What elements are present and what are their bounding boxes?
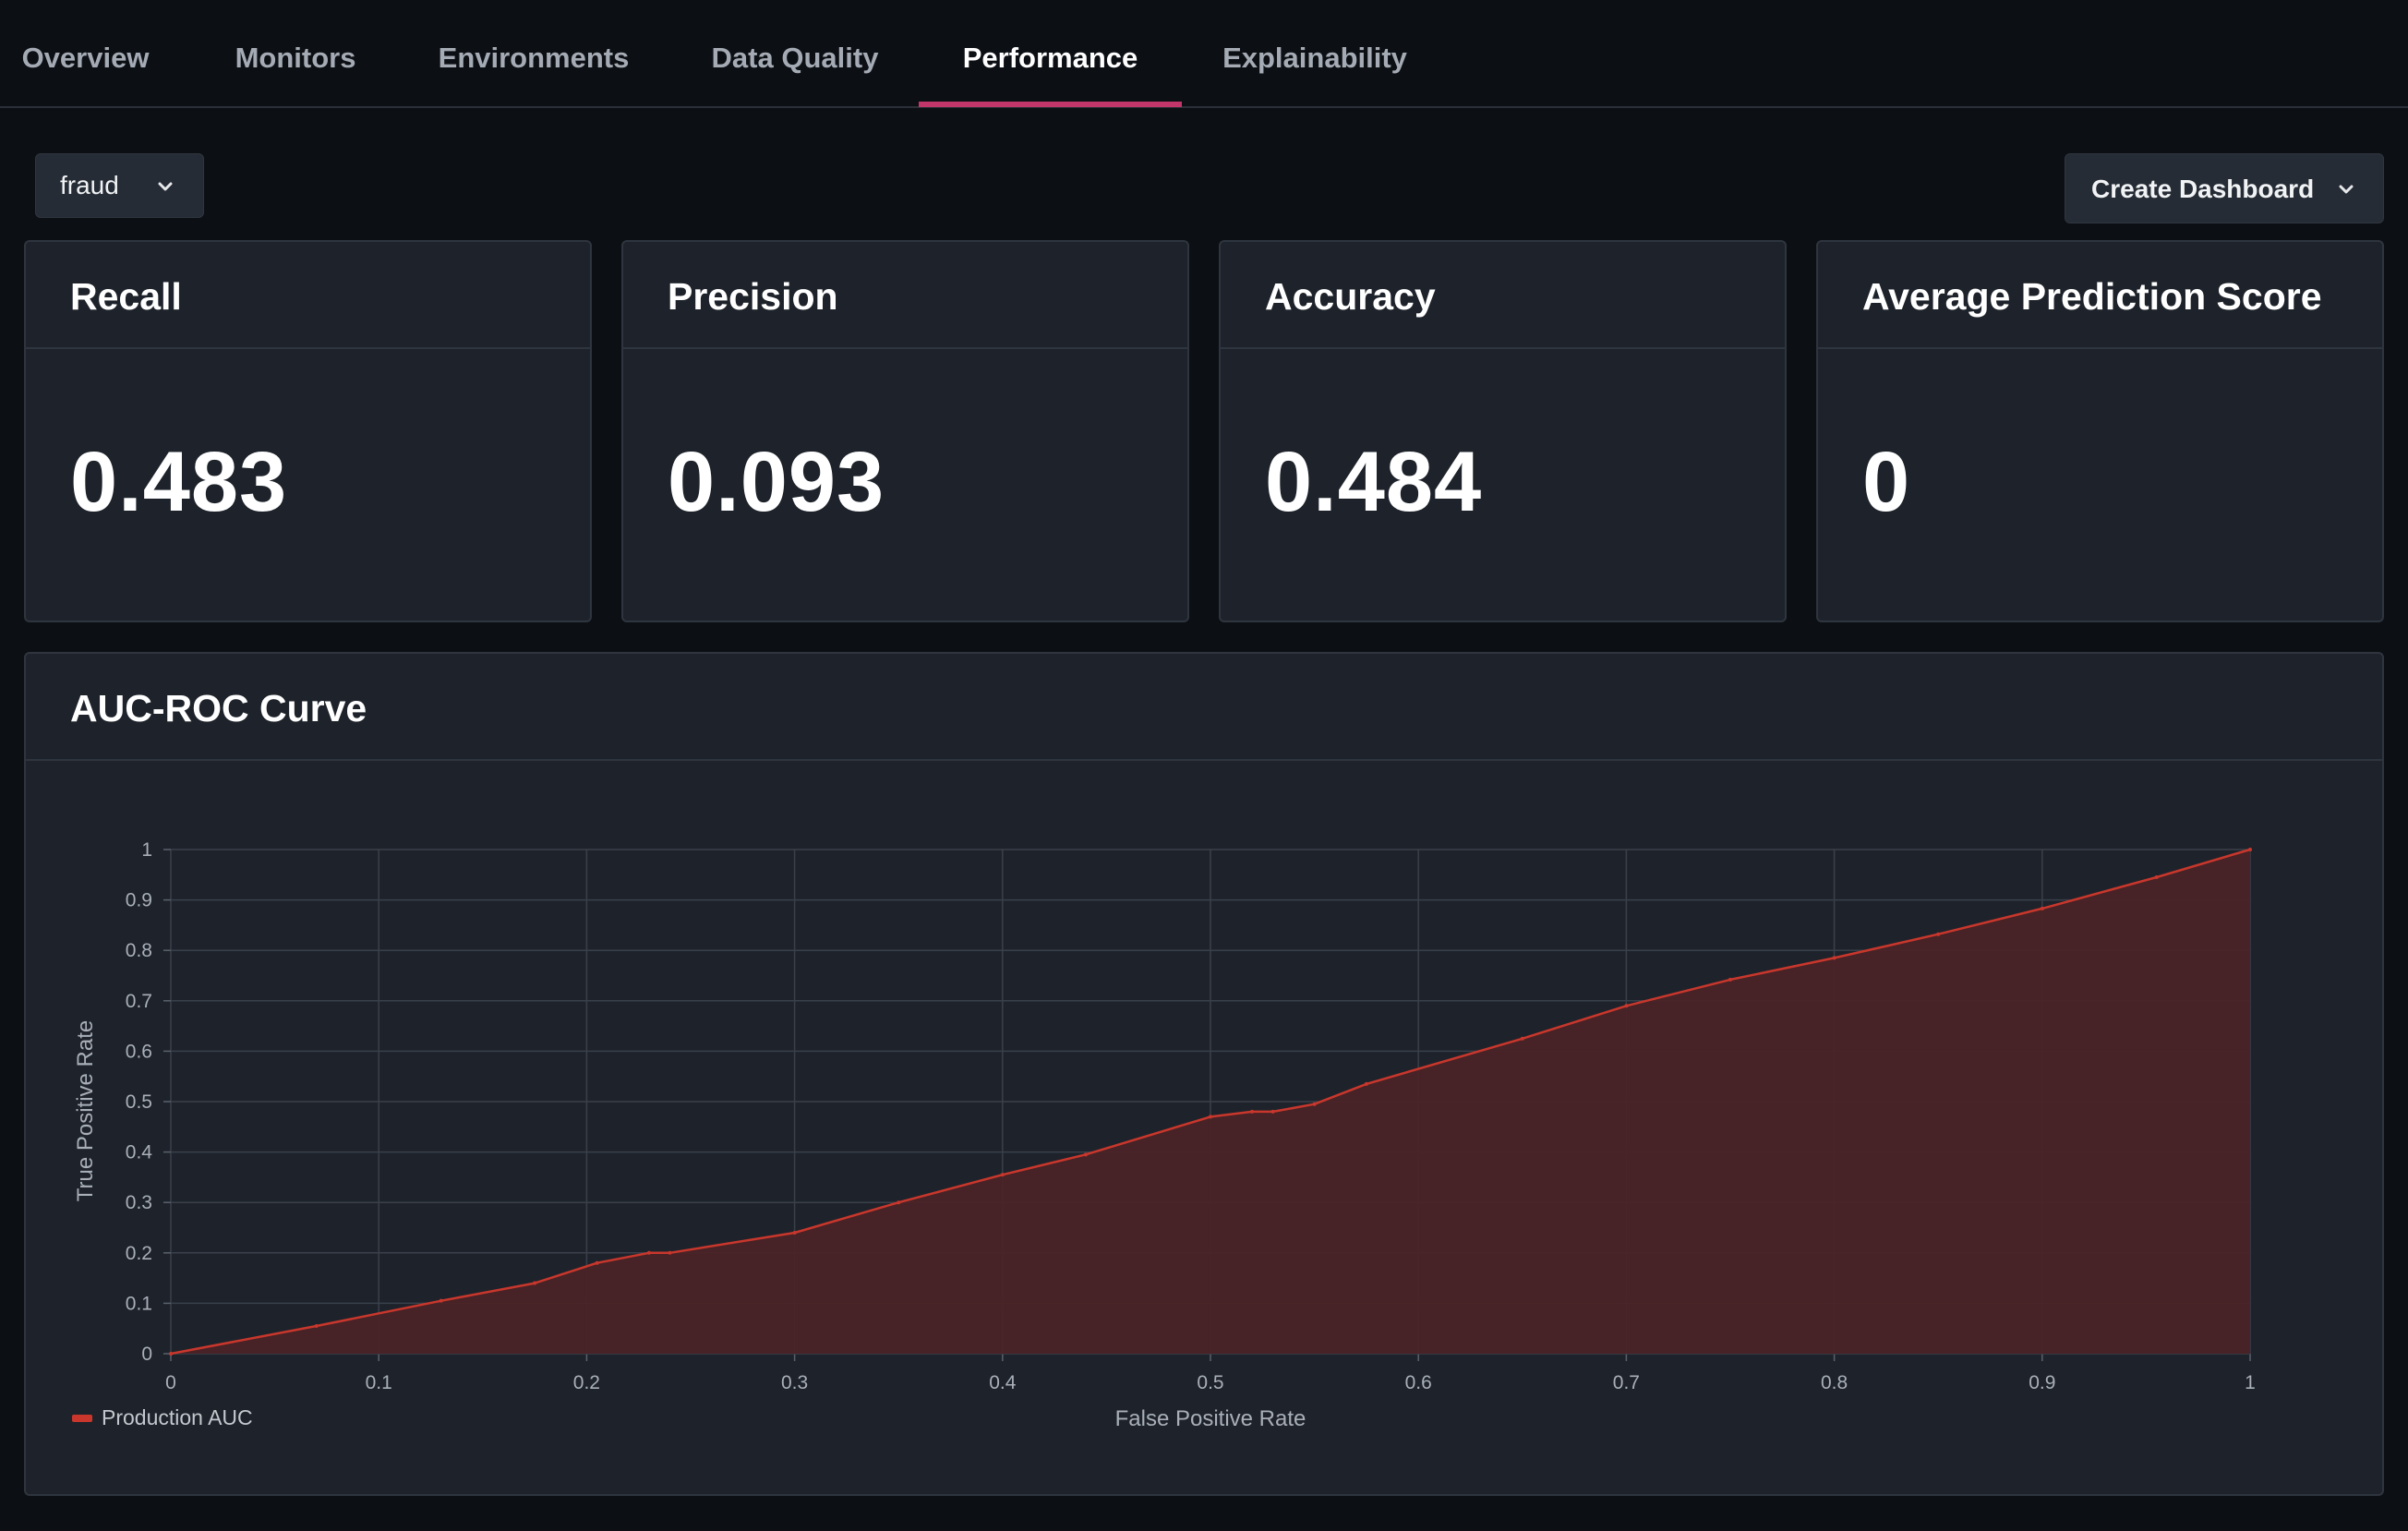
data-point[interactable] — [1624, 1004, 1629, 1008]
x-tick-label: 0.1 — [366, 1372, 392, 1393]
data-point[interactable] — [792, 1230, 797, 1235]
data-point[interactable] — [169, 1352, 173, 1356]
divider — [26, 347, 590, 349]
data-point[interactable] — [1832, 956, 1836, 960]
metric-title: Precision — [668, 275, 838, 318]
data-point[interactable] — [314, 1323, 319, 1328]
auc-roc-panel: AUC-ROC Curve 0 0.1 0.2 0.3 0.4 0.5 0.6 0.7 0.8 0… — [24, 652, 2384, 1496]
legend-label: Production AUC — [102, 1405, 253, 1429]
x-axis-label: False Positive Rate — [1115, 1406, 1306, 1431]
y-tick-label: 0.5 — [126, 1091, 152, 1113]
create-dashboard-button[interactable]: Create Dashboard — [2065, 153, 2384, 223]
data-point[interactable] — [1312, 1102, 1317, 1106]
data-point[interactable] — [668, 1250, 672, 1255]
chevron-down-icon — [2339, 185, 2354, 194]
x-tick-label: 0.8 — [1821, 1372, 1848, 1393]
data-point[interactable] — [1520, 1036, 1524, 1041]
data-point[interactable] — [1209, 1115, 1212, 1119]
x-tick-label: 1 — [2245, 1372, 2256, 1393]
data-point[interactable] — [439, 1298, 443, 1303]
create-dashboard-label: Create Dashboard — [2091, 175, 2315, 203]
data-point[interactable] — [1000, 1173, 1005, 1177]
metric-value: 0.484 — [1265, 435, 1483, 529]
divider — [1818, 347, 2382, 349]
divider — [623, 347, 1187, 349]
divider — [1221, 347, 1785, 349]
panel-title: AUC-ROC Curve — [70, 687, 367, 729]
tab-performance[interactable]: Performance — [962, 42, 1138, 74]
metric-title: Average Prediction Score — [1862, 275, 2322, 318]
y-tick-label: 0.8 — [126, 940, 152, 961]
metric-card-accuracy: Accuracy 0.484 — [1219, 240, 1787, 622]
y-tick-label: 0.7 — [126, 991, 152, 1012]
data-point[interactable] — [1728, 977, 1732, 982]
x-tick-label: 0.7 — [1613, 1372, 1640, 1393]
x-tick-label: 0.4 — [989, 1372, 1017, 1393]
x-tick-label: 0.5 — [1197, 1372, 1223, 1393]
y-tick-label: 0.2 — [126, 1243, 152, 1264]
tab-environments[interactable]: Environments — [438, 42, 630, 74]
x-tick-label: 0.3 — [781, 1372, 808, 1393]
y-tick-label: 0.3 — [126, 1192, 152, 1213]
x-tick-label: 0 — [165, 1372, 176, 1393]
data-point[interactable] — [533, 1281, 537, 1285]
metric-title: Accuracy — [1265, 275, 1436, 318]
x-tick-label: 0.9 — [2029, 1372, 2055, 1393]
chart-area-layer — [169, 848, 2252, 1356]
data-point[interactable] — [2248, 848, 2252, 851]
auc-roc-chart: 0 0.1 0.2 0.3 0.4 0.5 0.6 0.7 0.8 0.9 1 0 0.1 0.2 0.3 0… — [73, 839, 2256, 1431]
y-tick-label: 0.9 — [126, 890, 152, 911]
tab-monitors[interactable]: Monitors — [235, 42, 356, 74]
active-tab-indicator — [919, 102, 1182, 107]
y-tick-label: 0.1 — [126, 1293, 152, 1314]
model-select[interactable]: fraud — [35, 153, 204, 218]
tab-data-quality[interactable]: Data Quality — [711, 42, 879, 74]
legend-swatch — [72, 1414, 92, 1422]
data-point[interactable] — [897, 1200, 901, 1205]
divider — [26, 759, 2382, 761]
data-point[interactable] — [2040, 906, 2044, 910]
metric-value: 0.483 — [70, 435, 288, 529]
metric-value: 0 — [1862, 435, 1911, 529]
data-point[interactable] — [1364, 1081, 1368, 1086]
data-point[interactable] — [1083, 1152, 1088, 1157]
model-select-value: fraud — [60, 171, 119, 199]
metric-card-average-prediction-score: Average Prediction Score 0 — [1816, 240, 2384, 622]
metric-card-precision: Precision 0.093 — [621, 240, 1189, 622]
data-point[interactable] — [1250, 1109, 1255, 1114]
chevron-down-icon — [158, 182, 173, 191]
tab-bar: Overview Monitors Environments Data Qual… — [0, 0, 2408, 108]
chart-legend[interactable]: Production AUC — [72, 1405, 253, 1433]
y-tick-label: 0.4 — [126, 1142, 153, 1163]
data-point[interactable] — [646, 1250, 651, 1255]
metric-value: 0.093 — [668, 435, 885, 529]
y-tick-label: 0.6 — [126, 1041, 152, 1062]
x-tick-label: 0.6 — [1405, 1372, 1432, 1393]
y-tick-label: 0 — [141, 1344, 152, 1365]
x-tick-label: 0.2 — [573, 1372, 600, 1393]
data-point[interactable] — [2154, 875, 2159, 880]
metric-card-recall: Recall 0.483 — [24, 240, 592, 622]
series-area — [171, 850, 2250, 1354]
data-point[interactable] — [1270, 1109, 1275, 1114]
y-tick-label: 1 — [141, 839, 152, 861]
chart-ticks: 0 0.1 0.2 0.3 0.4 0.5 0.6 0.7 0.8 0.9 1 0 0.1 0.2 0.3 0… — [126, 839, 2256, 1393]
tab-overview[interactable]: Overview — [21, 42, 150, 74]
tab-explainability[interactable]: Explainability — [1222, 42, 1407, 74]
series-line[interactable] — [170, 848, 2251, 1356]
data-point[interactable] — [595, 1260, 599, 1265]
y-axis-label: True Positive Rate — [73, 1020, 98, 1202]
data-point[interactable] — [1936, 932, 1941, 936]
metric-title: Recall — [70, 275, 182, 318]
